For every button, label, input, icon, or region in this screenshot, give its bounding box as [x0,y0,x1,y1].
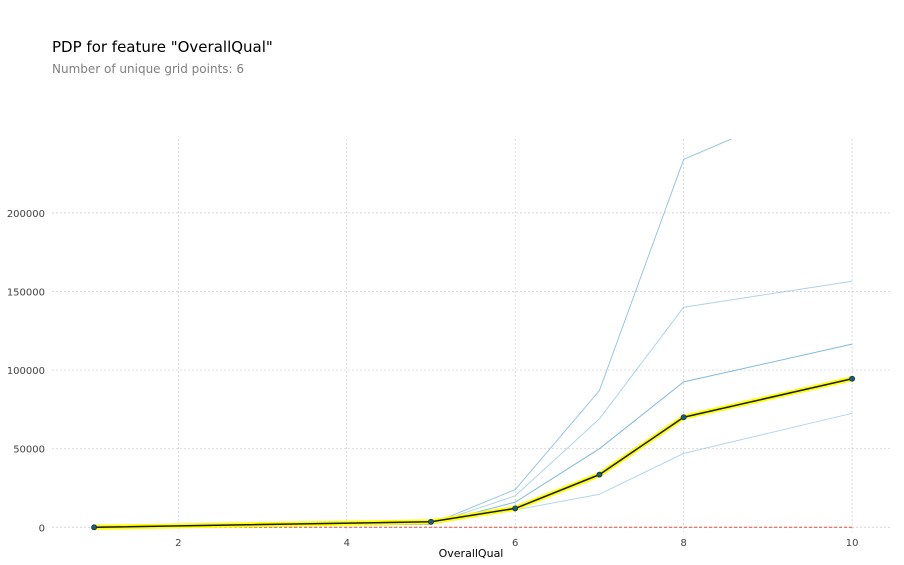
y-tick-label: 100000 [7,366,45,377]
ice-line [94,343,853,528]
pdp-point [91,524,98,531]
x-tick-label: 10 [846,538,859,549]
pdp-line-layer [91,375,856,531]
y-tick-label: 150000 [7,287,45,298]
chart-title: PDP for feature "OverallQual" [52,38,273,56]
pdp-line [94,377,853,529]
x-tick-label: 2 [175,538,181,549]
pdp-point [428,518,434,525]
x-tick-label: 8 [680,538,686,549]
y-tick-label: 50000 [13,445,45,456]
grid-layer [52,139,890,532]
x-axis-label: OverallQual [439,547,504,560]
x-tick-label: 4 [344,538,350,549]
y-tick-label: 200000 [7,209,45,220]
x-tick-label: 6 [512,538,518,549]
pdp-point [849,375,856,382]
tick-labels: 2 4 6 8 10 0 50000 100000 150000 200000 [7,209,859,549]
pdp-point [512,505,519,512]
pdp-line-halo [91,376,855,530]
ice-line [94,139,733,528]
pdp-point [596,471,603,478]
y-tick-label: 0 [39,523,45,534]
pdp-point [680,414,687,421]
ice-lines [94,139,853,528]
chart-subtitle: Number of unique grid points: 6 [52,62,245,76]
